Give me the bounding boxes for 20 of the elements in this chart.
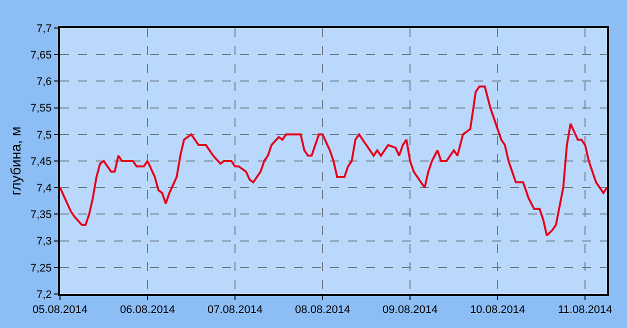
x-tick-label: 07.08.2014: [208, 304, 263, 316]
x-tick-label: 11.08.2014: [558, 304, 612, 316]
y-tick-label: 7,2: [36, 288, 52, 301]
y-tick-label: 7,35: [30, 209, 52, 222]
y-tick-label: 7,65: [30, 49, 52, 62]
y-tick-label: 7,55: [30, 102, 52, 115]
y-tick-label: 7,25: [30, 262, 52, 274]
x-tick-label: 09.08.2014: [382, 304, 438, 316]
y-tick-label: 7,45: [30, 156, 52, 168]
line-series: [60, 86, 607, 236]
y-axis-title: глубина, м: [7, 126, 24, 196]
y-tick-label: 7,5: [36, 129, 52, 142]
x-tick-label: 10.08.2014: [470, 304, 526, 316]
y-tick-label: 7,6: [36, 76, 52, 88]
y-tick-label: 7,4: [36, 182, 52, 194]
y-tick-label: 7,7: [36, 22, 52, 35]
x-tick-label: 05.08.2014: [32, 304, 88, 316]
x-tick-label: 06.08.2014: [120, 304, 176, 316]
y-tick-label: 7,3: [36, 236, 52, 248]
x-tick-label: 08.08.2014: [295, 304, 350, 316]
